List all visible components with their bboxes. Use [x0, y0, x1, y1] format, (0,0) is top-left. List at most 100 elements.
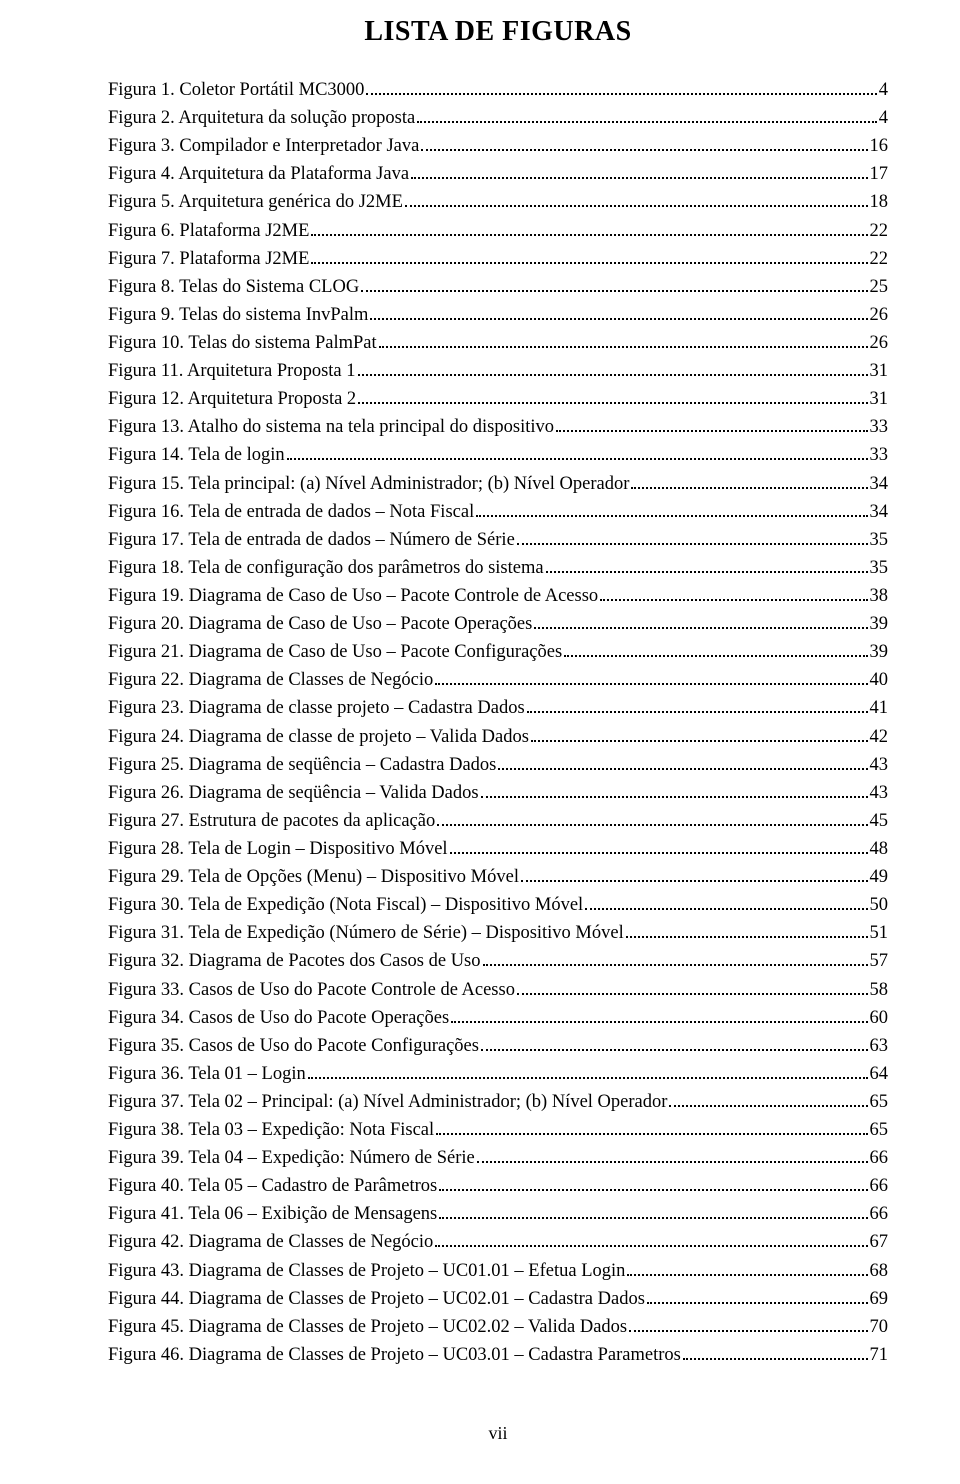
toc-leader-dots [517, 980, 868, 994]
toc-entry-page: 60 [870, 1004, 889, 1032]
toc-entry: Figura 19. Diagrama de Caso de Uso – Pac… [108, 582, 888, 610]
toc-leader-dots [546, 559, 868, 573]
toc-entry-label: Figura 38. Tela 03 – Expedição: Nota Fis… [108, 1116, 434, 1144]
toc-entry-page: 31 [870, 357, 889, 385]
toc-entry: Figura 31. Tela de Expedição (Número de … [108, 919, 888, 947]
toc-leader-dots [411, 165, 867, 179]
toc-entry: Figura 9. Telas do sistema InvPalm26 [108, 301, 888, 329]
toc-entry-page: 35 [870, 526, 889, 554]
toc-entry-label: Figura 10. Telas do sistema PalmPat [108, 329, 377, 357]
toc-entry-page: 16 [870, 132, 889, 160]
toc-entry-page: 41 [870, 694, 889, 722]
toc-entry: Figura 22. Diagrama de Classes de Negóci… [108, 666, 888, 694]
toc-entry-page: 65 [870, 1088, 889, 1116]
toc-entry: Figura 12. Arquitetura Proposta 231 [108, 385, 888, 413]
toc-entry-page: 34 [870, 498, 889, 526]
toc-entry-page: 33 [870, 413, 889, 441]
toc-entry-label: Figura 9. Telas do sistema InvPalm [108, 301, 368, 329]
toc-entry: Figura 10. Telas do sistema PalmPat26 [108, 329, 888, 357]
toc-entry: Figura 40. Tela 05 – Cadastro de Parâmet… [108, 1172, 888, 1200]
toc-entry-page: 4 [879, 76, 888, 104]
page-container: LISTA DE FIGURAS Figura 1. Coletor Portá… [0, 0, 960, 1484]
toc-entry: Figura 27. Estrutura de pacotes da aplic… [108, 807, 888, 835]
toc-entry-label: Figura 30. Tela de Expedição (Nota Fisca… [108, 891, 583, 919]
toc-leader-dots [647, 1290, 868, 1304]
toc-entry-page: 67 [870, 1228, 889, 1256]
toc-entry-label: Figura 24. Diagrama de classe de projeto… [108, 723, 529, 751]
toc-entry-page: 43 [870, 751, 889, 779]
toc-entry: Figura 30. Tela de Expedição (Nota Fisca… [108, 891, 888, 919]
toc-entry-page: 42 [870, 723, 889, 751]
toc-leader-dots [626, 924, 868, 938]
toc-leader-dots [437, 812, 867, 826]
toc-entry-label: Figura 28. Tela de Login – Dispositivo M… [108, 835, 448, 863]
toc-entry: Figura 36. Tela 01 – Login64 [108, 1060, 888, 1088]
toc-leader-dots [481, 1037, 868, 1051]
toc-entry: Figura 39. Tela 04 – Expedição: Número d… [108, 1144, 888, 1172]
toc-leader-dots [311, 250, 867, 264]
toc-entry-label: Figura 11. Arquitetura Proposta 1 [108, 357, 356, 385]
toc-entry: Figura 25. Diagrama de seqüência – Cadas… [108, 751, 888, 779]
toc-entry-label: Figura 4. Arquitetura da Plataforma Java [108, 160, 409, 188]
toc-leader-dots [481, 784, 868, 798]
toc-leader-dots [435, 671, 867, 685]
toc-entry-label: Figura 13. Atalho do sistema na tela pri… [108, 413, 554, 441]
toc-entry-page: 58 [870, 976, 889, 1004]
toc-entry-page: 66 [870, 1200, 889, 1228]
toc-entry-label: Figura 29. Tela de Opções (Menu) – Dispo… [108, 863, 519, 891]
toc-entry: Figura 5. Arquitetura genérica do J2ME18 [108, 188, 888, 216]
toc-entry: Figura 21. Diagrama de Caso de Uso – Pac… [108, 638, 888, 666]
toc-entry-page: 17 [870, 160, 889, 188]
toc-entry-page: 18 [870, 188, 889, 216]
toc-entry-label: Figura 33. Casos de Uso do Pacote Contro… [108, 976, 515, 1004]
toc-entry-page: 69 [870, 1285, 889, 1313]
toc-entry-label: Figura 14. Tela de login [108, 441, 285, 469]
toc-entry: Figura 41. Tela 06 – Exibição de Mensage… [108, 1200, 888, 1228]
toc-entry-label: Figura 26. Diagrama de seqüência – Valid… [108, 779, 479, 807]
toc-entry: Figura 26. Diagrama de seqüência – Valid… [108, 779, 888, 807]
toc-entry-page: 48 [870, 835, 889, 863]
toc-leader-dots [370, 306, 867, 320]
toc-entry-label: Figura 46. Diagrama de Classes de Projet… [108, 1341, 681, 1369]
toc-entry-page: 25 [870, 273, 889, 301]
toc-entry-label: Figura 39. Tela 04 – Expedição: Número d… [108, 1144, 475, 1172]
toc-leader-dots [527, 699, 868, 713]
toc-entry-page: 38 [870, 582, 889, 610]
toc-entry: Figura 29. Tela de Opções (Menu) – Dispo… [108, 863, 888, 891]
page-title: LISTA DE FIGURAS [108, 16, 888, 48]
toc-leader-dots [517, 531, 868, 545]
toc-entry: Figura 14. Tela de login 33 [108, 441, 888, 469]
toc-entry-page: 65 [870, 1116, 889, 1144]
toc-leader-dots [476, 503, 867, 517]
toc-leader-dots [627, 1262, 867, 1276]
toc-entry: Figura 46. Diagrama de Classes de Projet… [108, 1341, 888, 1369]
toc-leader-dots [311, 222, 867, 236]
toc-leader-dots [450, 840, 868, 854]
toc-entry: Figura 28. Tela de Login – Dispositivo M… [108, 835, 888, 863]
toc-entry-label: Figura 12. Arquitetura Proposta 2 [108, 385, 356, 413]
toc-entry-label: Figura 6. Plataforma J2ME [108, 217, 309, 245]
toc-entry-page: 64 [870, 1060, 889, 1088]
toc-entry-label: Figura 45. Diagrama de Classes de Projet… [108, 1313, 627, 1341]
toc-leader-dots [477, 1149, 868, 1163]
toc-entry-label: Figura 27. Estrutura de pacotes da aplic… [108, 807, 435, 835]
toc-entry: Figura 15. Tela principal: (a) Nível Adm… [108, 470, 888, 498]
toc-entry-label: Figura 21. Diagrama de Caso de Uso – Pac… [108, 638, 562, 666]
toc-entry: Figura 32. Diagrama de Pacotes dos Casos… [108, 947, 888, 975]
toc-entry: Figura 35. Casos de Uso do Pacote Config… [108, 1032, 888, 1060]
toc-entry: Figura 45. Diagrama de Classes de Projet… [108, 1313, 888, 1341]
toc-entry: Figura 6. Plataforma J2ME22 [108, 217, 888, 245]
toc-entry: Figura 16. Tela de entrada de dados – No… [108, 498, 888, 526]
toc-leader-dots [435, 1233, 867, 1247]
toc-entry-label: Figura 40. Tela 05 – Cadastro de Parâmet… [108, 1172, 437, 1200]
toc-entry-label: Figura 41. Tela 06 – Exibição de Mensage… [108, 1200, 437, 1228]
toc-entry: Figura 4. Arquitetura da Plataforma Java… [108, 160, 888, 188]
toc-entry: Figura 38. Tela 03 – Expedição: Nota Fis… [108, 1116, 888, 1144]
toc-leader-dots [629, 1318, 867, 1332]
toc-entry-page: 50 [870, 891, 889, 919]
toc-leader-dots [451, 1009, 867, 1023]
toc-entry-page: 71 [870, 1341, 889, 1369]
toc-entry-page: 66 [870, 1172, 889, 1200]
toc-entry-page: 33 [870, 441, 889, 469]
toc-entry: Figura 43. Diagrama de Classes de Projet… [108, 1257, 888, 1285]
